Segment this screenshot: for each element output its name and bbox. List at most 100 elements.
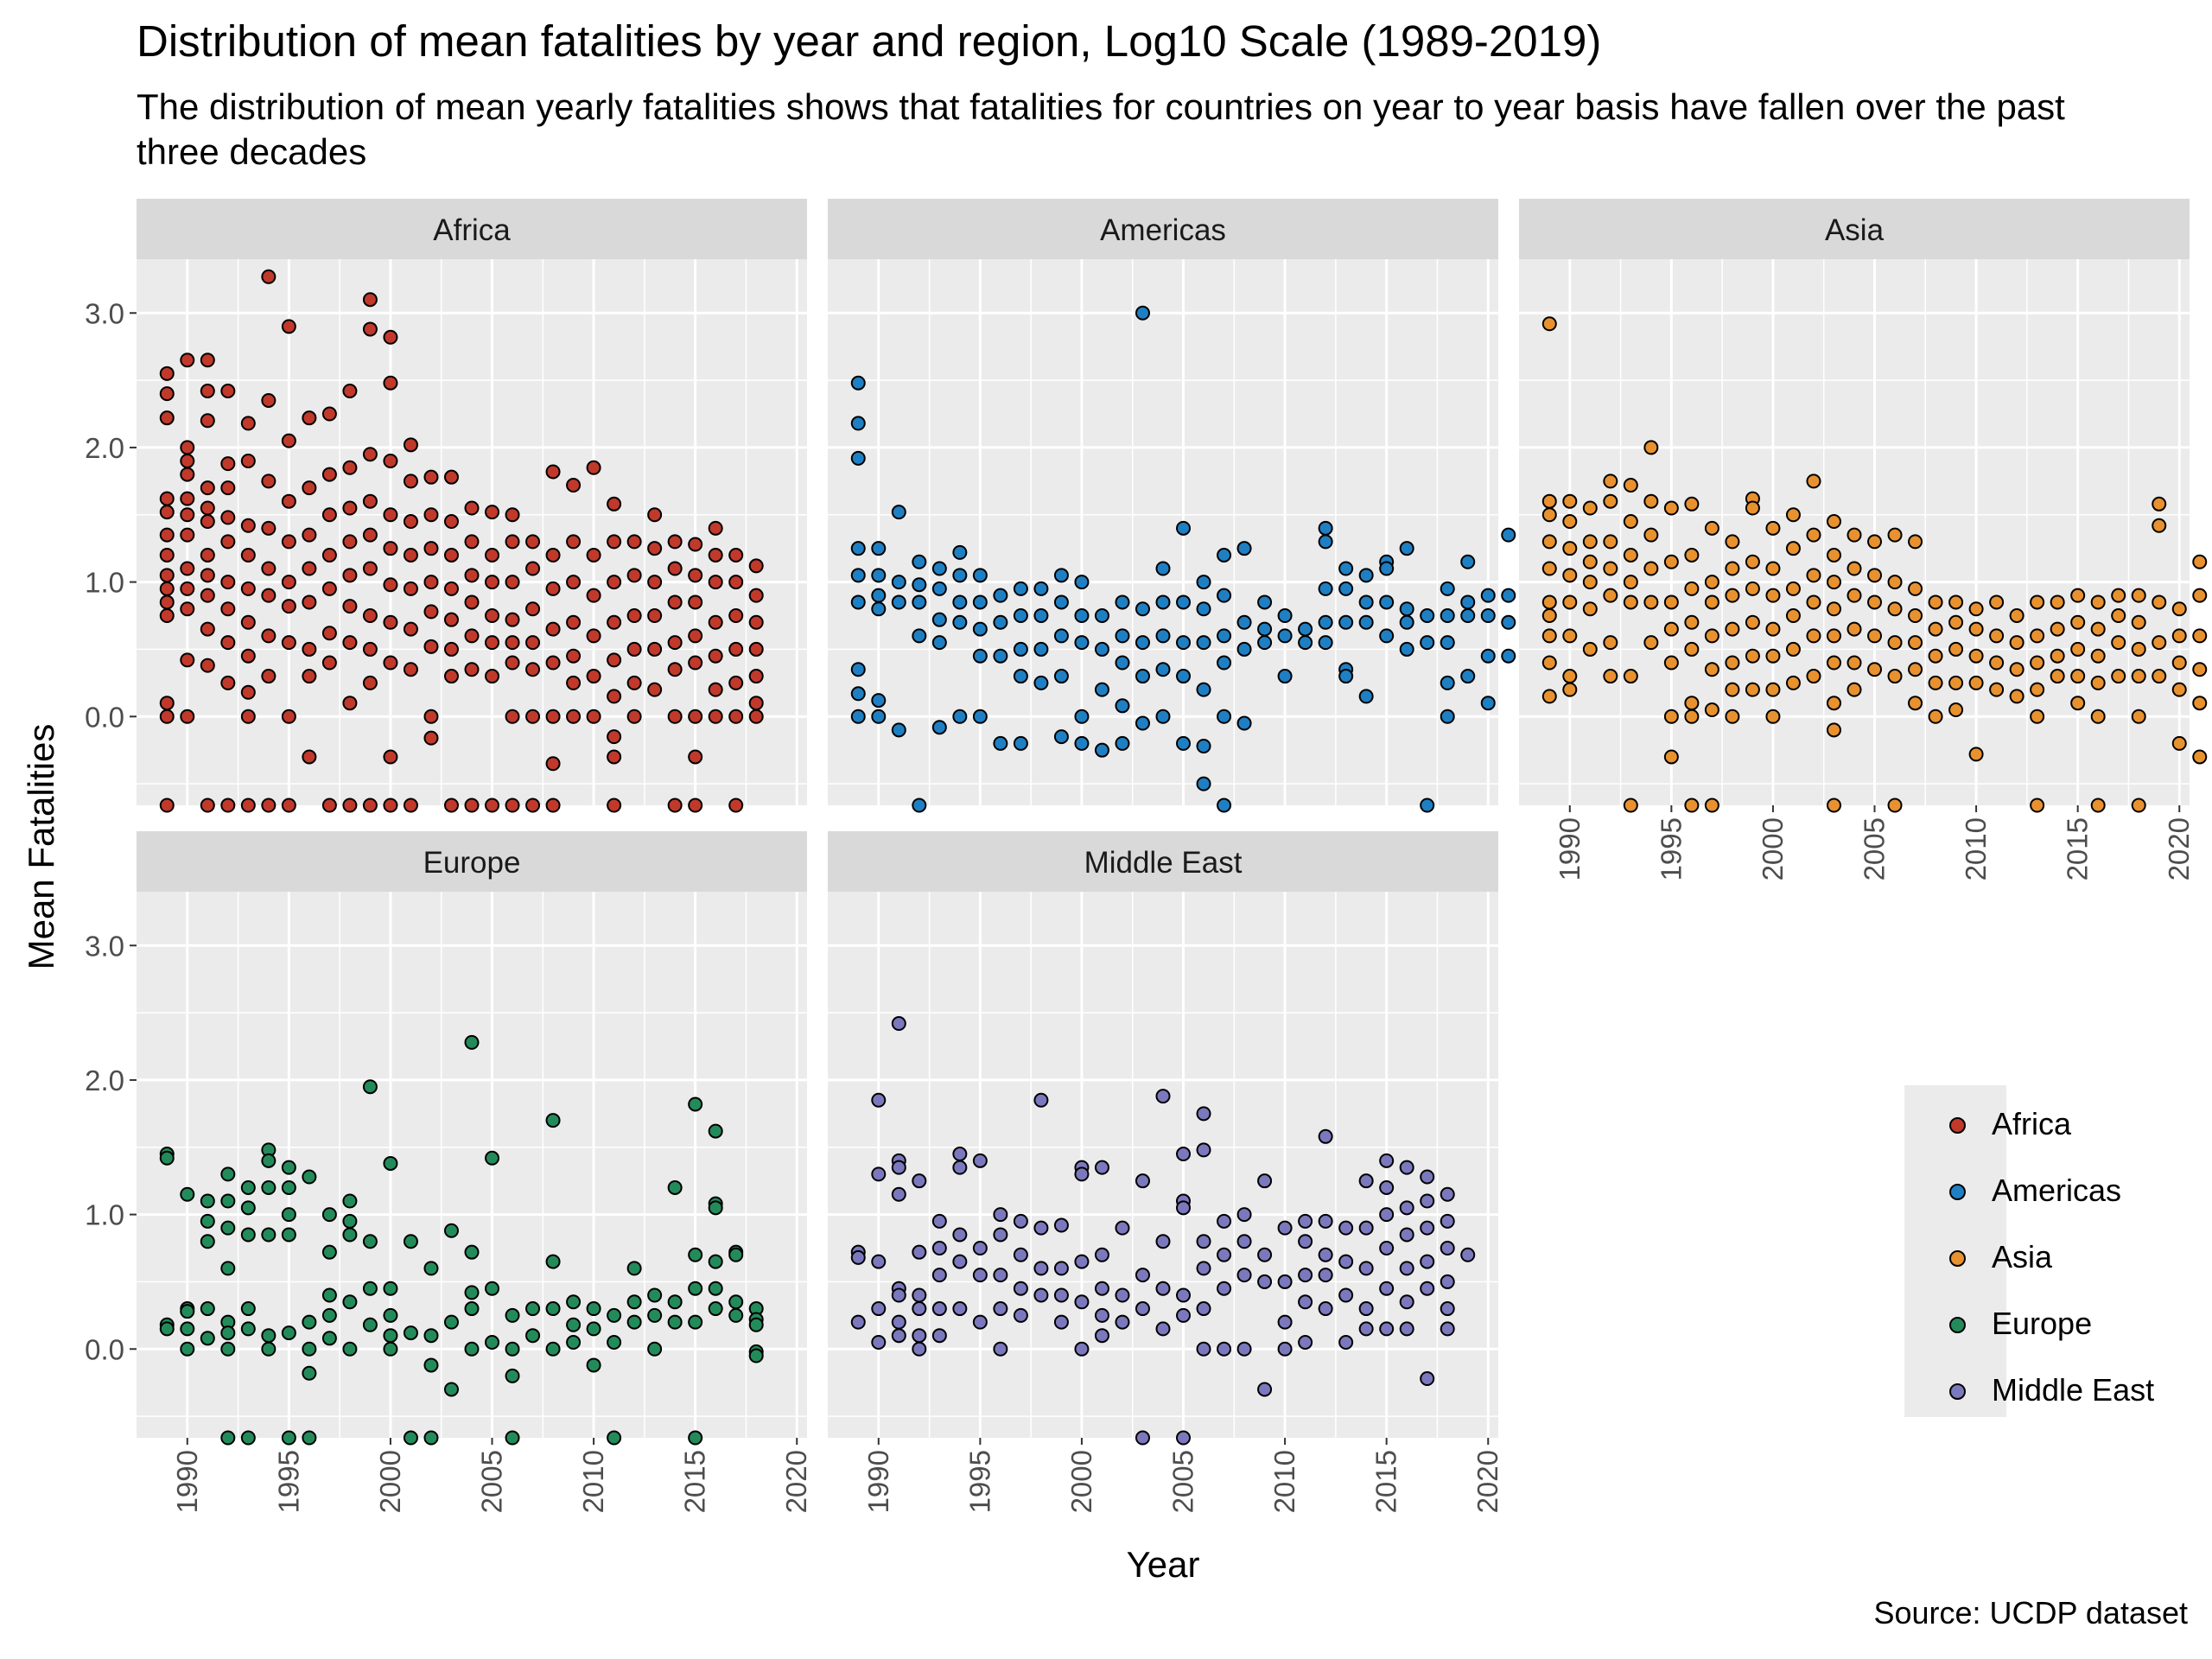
- data-point-middle-east: [1318, 1128, 1333, 1144]
- data-point-africa: [159, 410, 175, 426]
- data-point-africa: [342, 696, 358, 711]
- data-point-middle-east: [1176, 1307, 1192, 1323]
- data-point-asia: [2050, 594, 2065, 610]
- data-point-middle-east: [952, 1227, 968, 1243]
- x-tick-label: 1995: [1655, 817, 1687, 880]
- data-point-middle-east: [1379, 1321, 1395, 1337]
- data-point-asia: [1541, 493, 1557, 509]
- data-point-africa: [485, 798, 500, 813]
- data-point-middle-east: [931, 1301, 947, 1317]
- data-point-middle-east: [1440, 1301, 1455, 1317]
- data-point-asia: [1867, 628, 1883, 644]
- data-point-middle-east: [1074, 1341, 1090, 1357]
- data-point-asia: [1989, 628, 2005, 644]
- data-point-middle-east: [1277, 1341, 1293, 1357]
- data-point-asia: [1887, 575, 1903, 590]
- data-point-africa: [464, 500, 480, 516]
- data-point-asia: [1806, 669, 1821, 684]
- legend-key-middle-east: [1904, 1357, 2006, 1423]
- data-point-middle-east: [1053, 1287, 1069, 1303]
- data-point-americas: [1460, 669, 1476, 684]
- y-tick-label: 0.0: [85, 1333, 124, 1365]
- data-point-asia: [1745, 554, 1760, 569]
- data-point-americas: [1277, 628, 1293, 644]
- data-point-africa: [423, 730, 439, 746]
- data-point-asia: [1765, 621, 1781, 637]
- data-point-middle-east: [1115, 1287, 1130, 1303]
- data-point-africa: [626, 641, 642, 657]
- data-point-americas: [1440, 635, 1455, 651]
- data-point-asia: [1928, 709, 1943, 724]
- data-point-africa: [159, 568, 175, 583]
- data-point-africa: [667, 709, 683, 724]
- data-point-asia: [2152, 518, 2167, 533]
- data-point-europe: [485, 1334, 500, 1350]
- legend-swatch-europe: [1949, 1317, 1966, 1333]
- data-point-middle-east: [1420, 1281, 1435, 1296]
- data-point-americas: [850, 709, 866, 724]
- data-point-americas: [993, 735, 1008, 751]
- data-point-africa: [383, 749, 398, 765]
- data-point-americas: [1135, 715, 1150, 731]
- data-point-asia: [1541, 689, 1557, 704]
- data-point-americas: [1480, 648, 1496, 664]
- data-point-asia: [1623, 478, 1638, 493]
- data-point-africa: [362, 641, 378, 657]
- data-point-africa: [423, 604, 439, 620]
- data-point-asia: [2171, 628, 2187, 644]
- data-point-africa: [545, 756, 561, 772]
- data-point-middle-east: [1440, 1186, 1455, 1202]
- data-point-asia: [1765, 561, 1781, 576]
- data-point-middle-east: [972, 1268, 988, 1283]
- data-point-africa: [708, 575, 723, 590]
- data-point-europe: [505, 1307, 520, 1323]
- data-point-europe: [321, 1207, 337, 1223]
- data-point-europe: [505, 1430, 520, 1446]
- data-point-americas: [1196, 575, 1211, 590]
- data-point-americas: [1217, 628, 1232, 644]
- data-point-europe: [443, 1382, 459, 1397]
- data-point-europe: [607, 1334, 622, 1350]
- data-point-africa: [362, 798, 378, 813]
- data-point-asia: [2030, 682, 2045, 697]
- data-point-asia: [2090, 621, 2106, 637]
- data-point-middle-east: [1399, 1200, 1414, 1216]
- data-point-americas: [1298, 635, 1313, 651]
- data-point-asia: [1785, 608, 1801, 624]
- data-point-africa: [505, 635, 520, 651]
- data-point-africa: [200, 384, 215, 399]
- data-point-americas: [1460, 594, 1476, 610]
- data-point-africa: [443, 514, 459, 530]
- data-point-africa: [708, 709, 723, 724]
- data-point-middle-east: [1217, 1213, 1232, 1229]
- data-point-asia: [1968, 747, 1984, 762]
- data-point-americas: [871, 568, 887, 583]
- data-point-middle-east: [1379, 1153, 1395, 1168]
- data-point-europe: [302, 1341, 317, 1357]
- data-point-americas: [871, 601, 887, 617]
- data-point-africa: [342, 534, 358, 550]
- data-point-europe: [708, 1123, 723, 1139]
- data-point-asia: [1826, 514, 1841, 530]
- data-point-asia: [1847, 621, 1862, 637]
- data-point-asia: [2009, 608, 2024, 624]
- data-point-asia: [1562, 628, 1578, 644]
- data-point-middle-east: [952, 1254, 968, 1269]
- data-point-americas: [850, 568, 866, 583]
- data-point-europe: [159, 1150, 175, 1166]
- data-point-africa: [159, 505, 175, 520]
- data-point-americas: [891, 505, 906, 520]
- data-point-asia: [1847, 561, 1862, 576]
- data-point-middle-east: [1135, 1268, 1150, 1283]
- data-point-asia: [2050, 669, 2065, 684]
- data-point-americas: [1399, 601, 1414, 617]
- data-point-europe: [607, 1307, 622, 1323]
- data-point-africa: [200, 798, 215, 813]
- data-point-middle-east: [1033, 1261, 1049, 1276]
- data-point-africa: [545, 621, 561, 637]
- data-point-europe: [566, 1317, 582, 1332]
- data-point-europe: [342, 1227, 358, 1243]
- data-point-europe: [383, 1281, 398, 1296]
- data-point-asia: [1867, 568, 1883, 583]
- data-point-africa: [626, 709, 642, 724]
